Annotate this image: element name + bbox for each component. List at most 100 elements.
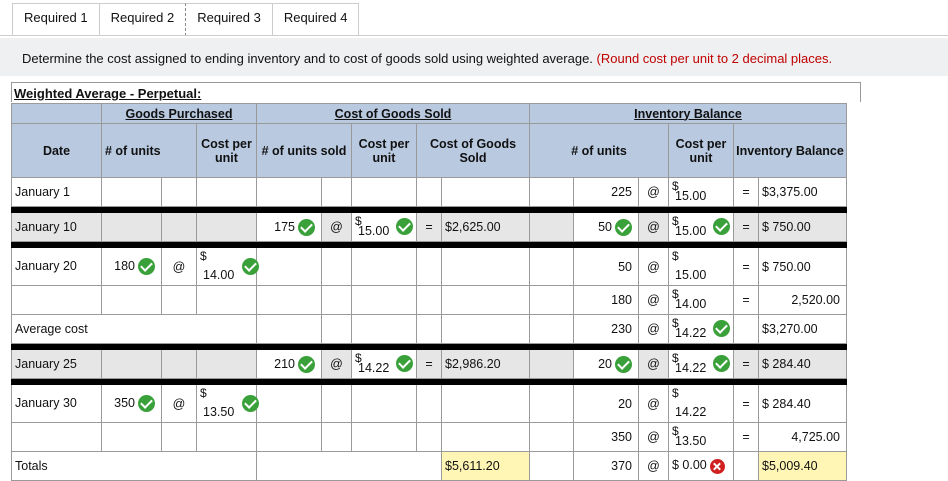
bal-total-cell: $3,270.00 xyxy=(758,314,847,344)
sold-cost-input[interactable]: $15.00 xyxy=(351,212,417,242)
eq-cell xyxy=(416,384,442,423)
section-frame xyxy=(11,82,861,102)
bal-total-cell: 2,520.00 xyxy=(758,285,847,315)
bal-units-input[interactable]: 50 xyxy=(573,212,639,242)
bal-cost-input[interactable]: $14.22 xyxy=(668,349,734,379)
at-cell: @ xyxy=(638,384,669,423)
sold-cost-input[interactable] xyxy=(351,422,417,452)
at-cell xyxy=(161,212,197,242)
spacer-cell xyxy=(529,285,574,315)
eq-cell xyxy=(733,451,759,481)
pur-units-input[interactable] xyxy=(101,285,162,315)
eq-cell: = xyxy=(733,247,759,286)
pur-cost-input[interactable] xyxy=(196,285,257,315)
eq-cell: = xyxy=(733,349,759,379)
bal-cost-cell: $14.00 xyxy=(668,285,734,315)
total-bal-cost-input[interactable]: $ 0.00 xyxy=(668,451,734,481)
correct-check-icon xyxy=(615,355,632,373)
sold-units-input[interactable] xyxy=(256,384,322,423)
sold-units-input[interactable] xyxy=(256,247,322,286)
blank-header xyxy=(11,103,102,124)
pur-cost-input[interactable]: $14.00 xyxy=(196,247,259,286)
eq-cell xyxy=(416,177,442,207)
sold-cost-input[interactable] xyxy=(351,285,417,315)
spacer-cell xyxy=(529,212,574,242)
at-cell xyxy=(321,422,352,452)
sold-units-input[interactable] xyxy=(256,314,322,344)
pur-cost-input[interactable] xyxy=(196,349,257,379)
tab-divider xyxy=(0,35,948,36)
incorrect-x-icon xyxy=(709,458,725,474)
sold-units-input[interactable]: 175 xyxy=(256,212,322,242)
bal-total-cell: $ 284.40 xyxy=(758,384,847,423)
sold-cost-col-header: Cost per unit xyxy=(351,123,417,178)
sold-cost-input[interactable] xyxy=(351,314,417,344)
tab-required-4[interactable]: Required 4 xyxy=(271,3,360,36)
pur-units-col-header: # of units xyxy=(101,123,197,178)
weighted-average-table: Goods Purchased Cost of Goods Sold Inven… xyxy=(11,103,847,481)
rounding-note: (Round cost per unit to 2 decimal places… xyxy=(596,51,833,66)
bal-cost-cell: $13.50 xyxy=(668,422,734,452)
sold-cost-input[interactable] xyxy=(351,384,417,423)
date-cell: January 30 xyxy=(11,384,102,423)
at-cell: @ xyxy=(321,212,352,242)
bal-units-cell: 350 xyxy=(573,422,639,452)
tab-required-2[interactable]: Required 2 xyxy=(98,3,187,36)
bal-cost-col-header: Cost per unit xyxy=(668,123,734,178)
at-cell: @ xyxy=(638,177,669,207)
at-cell xyxy=(161,349,197,379)
date-cell: January 1 xyxy=(11,177,102,207)
at-cell: @ xyxy=(638,451,669,481)
sold-cost-input[interactable] xyxy=(351,177,417,207)
bal-units-cell: 20 xyxy=(573,384,639,423)
correct-check-icon xyxy=(138,258,155,275)
bal-cost-input[interactable]: $15.00 xyxy=(668,212,734,242)
bal-total-cell: $ 750.00 xyxy=(758,212,847,242)
cogs-input[interactable] xyxy=(441,422,530,452)
pur-cost-input[interactable]: $13.50 xyxy=(196,384,259,423)
sold-units-input[interactable]: 210 xyxy=(256,349,322,379)
tab-required-1[interactable]: Required 1 xyxy=(12,3,100,36)
cogs-cell: $2,986.20 xyxy=(441,349,530,379)
sold-units-input[interactable] xyxy=(256,422,322,452)
correct-check-icon xyxy=(138,395,155,412)
bal-total-cell: $3,375.00 xyxy=(758,177,847,207)
bal-units-input[interactable]: 20 xyxy=(573,349,639,379)
cogs-input[interactable] xyxy=(441,247,530,286)
at-cell xyxy=(321,384,352,423)
pur-units-input[interactable] xyxy=(101,212,162,242)
bal-units-cell: 180 xyxy=(573,285,639,315)
eq-cell: = xyxy=(416,349,442,379)
pur-units-input[interactable]: 350 xyxy=(101,384,162,423)
pur-units-input[interactable] xyxy=(101,177,162,207)
pur-cost-input[interactable] xyxy=(196,422,257,452)
bal-cost-cell: $14.22 xyxy=(668,384,734,423)
sold-units-input[interactable] xyxy=(256,177,322,207)
eq-cell: = xyxy=(733,177,759,207)
correct-check-icon xyxy=(713,355,730,372)
sold-cost-input[interactable] xyxy=(351,247,417,286)
goods-purchased-header: Goods Purchased xyxy=(101,103,257,124)
pur-units-input[interactable] xyxy=(101,422,162,452)
spacer-cell xyxy=(529,422,574,452)
at-cell xyxy=(321,177,352,207)
sold-cost-input[interactable]: $14.22 xyxy=(351,349,417,379)
total-bal-units-cell: 370 xyxy=(573,451,639,481)
pur-cost-input[interactable] xyxy=(196,212,257,242)
bal-cost-input[interactable]: $14.22 xyxy=(668,314,734,344)
at-cell xyxy=(321,247,352,286)
sold-units-input[interactable] xyxy=(256,285,322,315)
at-cell: @ xyxy=(638,247,669,286)
pur-units-input[interactable]: 180 xyxy=(101,247,162,286)
tab-required-3[interactable]: Required 3 xyxy=(185,3,273,36)
row-average-cost: Average cost 230 @ $14.22 $3,270.00 xyxy=(11,314,847,344)
pur-units-input[interactable] xyxy=(101,349,162,379)
cogs-input[interactable] xyxy=(441,177,530,207)
bal-total-cell: 4,725.00 xyxy=(758,422,847,452)
cogs-input[interactable] xyxy=(441,314,530,344)
cogs-input[interactable] xyxy=(441,384,530,423)
pur-cost-input[interactable] xyxy=(196,177,257,207)
cogs-input[interactable] xyxy=(441,285,530,315)
at-cell xyxy=(161,422,197,452)
inventory-balance-header: Inventory Balance xyxy=(529,103,847,124)
